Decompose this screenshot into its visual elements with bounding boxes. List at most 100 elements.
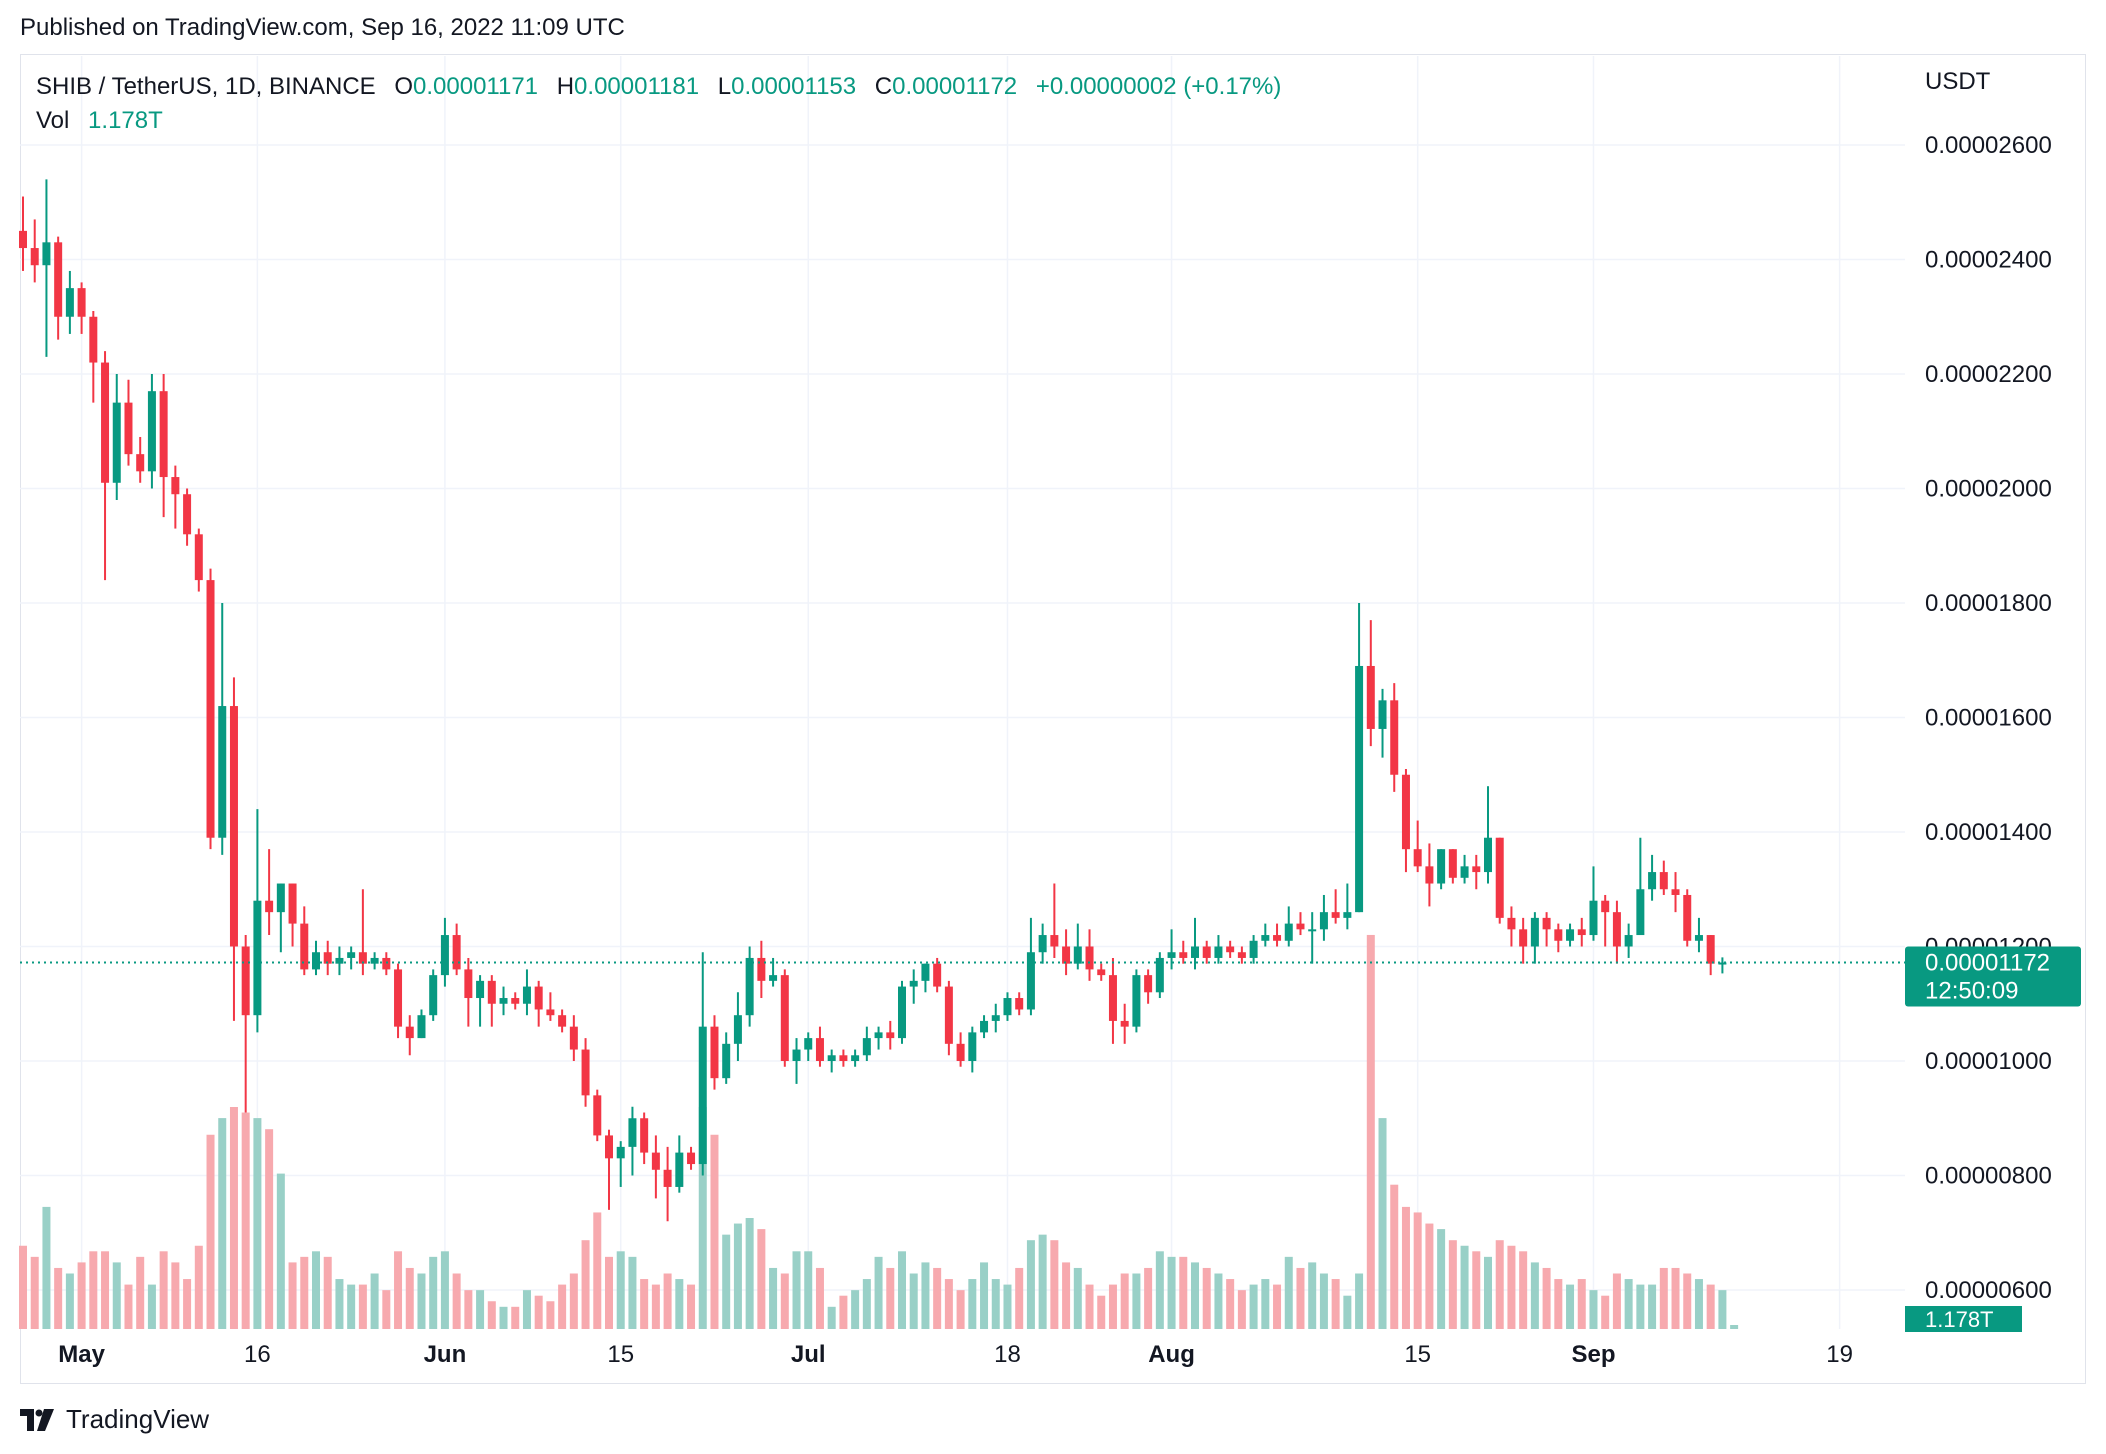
volume-bar xyxy=(218,1118,227,1329)
volume-bar xyxy=(1577,1279,1586,1329)
volume-bar xyxy=(1331,1279,1340,1329)
candle-body xyxy=(1355,665,1364,913)
price-tick-label: 0.00002000 xyxy=(1925,476,2052,503)
candle-body xyxy=(1530,917,1539,947)
symbol-label[interactable]: SHIB / TetherUS, 1D, BINANCE xyxy=(36,73,376,100)
candle-body xyxy=(1050,935,1059,947)
volume-bar xyxy=(1542,1267,1551,1329)
candle-body xyxy=(112,402,121,483)
volume-bar xyxy=(1132,1273,1141,1329)
volume-bar xyxy=(1296,1267,1305,1329)
volume-bar xyxy=(499,1306,508,1329)
volume-bar xyxy=(288,1262,297,1329)
chart-frame[interactable] xyxy=(20,54,2086,1384)
volume-bar xyxy=(1554,1279,1563,1329)
volume-bar xyxy=(1730,1325,1739,1329)
candle-body xyxy=(862,1038,871,1056)
candle-body xyxy=(933,963,942,987)
volume-bar xyxy=(300,1256,309,1329)
tradingview-logo-icon[interactable] xyxy=(20,1408,56,1431)
candle-body xyxy=(1437,849,1446,884)
candle-body xyxy=(487,980,496,1004)
volume-bar xyxy=(1718,1290,1727,1329)
candle-body xyxy=(511,998,520,1004)
volume-bar xyxy=(874,1256,883,1329)
volume-bar xyxy=(757,1229,766,1329)
volume-bar xyxy=(1284,1256,1293,1329)
volume-bar xyxy=(312,1251,320,1329)
volume-bar xyxy=(1519,1251,1528,1329)
candle-body xyxy=(206,580,215,838)
volume-bar xyxy=(886,1267,895,1329)
volume-bar xyxy=(1273,1284,1282,1329)
volume-bar xyxy=(1155,1251,1164,1329)
candle-body xyxy=(1601,900,1610,913)
candle-body xyxy=(569,1026,578,1050)
volume-bar xyxy=(323,1256,332,1329)
candle-body xyxy=(1062,946,1071,964)
candle-body xyxy=(1577,929,1586,936)
volume-bar xyxy=(147,1284,156,1329)
volume-bar xyxy=(839,1295,848,1329)
candle-body xyxy=(335,957,344,964)
candle-body xyxy=(616,1146,625,1159)
price-tick-label: 0.00000600 xyxy=(1925,1277,2052,1304)
price-tick-label: 0.00002400 xyxy=(1925,247,2052,274)
candle-body xyxy=(1519,929,1528,947)
candle-body xyxy=(1671,889,1680,895)
candle-body xyxy=(394,969,403,1027)
candle-body xyxy=(687,1152,696,1165)
volume-bar xyxy=(358,1284,367,1329)
volume-bar xyxy=(206,1134,215,1329)
volume-bar xyxy=(54,1267,63,1329)
volume-bar xyxy=(171,1262,180,1329)
candle-body xyxy=(42,242,51,266)
volume-bar xyxy=(183,1279,192,1329)
candle-body xyxy=(792,1049,801,1061)
candle-body xyxy=(991,1015,1000,1021)
volume-bar xyxy=(1612,1273,1621,1329)
footer-brand[interactable]: TradingView xyxy=(66,1404,210,1434)
candle-body xyxy=(886,1032,895,1039)
volume-bar xyxy=(769,1267,778,1329)
open-value: 0.00001171 xyxy=(413,73,539,100)
candle-body xyxy=(54,242,63,317)
volume-bar xyxy=(19,1245,27,1329)
volume-bar xyxy=(101,1251,110,1329)
volume-bar xyxy=(593,1212,602,1329)
volume-bar xyxy=(1484,1256,1492,1329)
volume-bar xyxy=(276,1173,285,1329)
time-axis: May 16 Jun 15 Jul 18 Aug 15 Sep 19 xyxy=(58,1341,1853,1368)
candle-body xyxy=(1237,952,1246,958)
volume-bar xyxy=(405,1267,414,1329)
time-tick-label: 19 xyxy=(1826,1341,1853,1368)
volume-bar xyxy=(265,1129,274,1329)
candle-body xyxy=(1085,946,1094,970)
candle-body xyxy=(358,952,367,964)
candle-body xyxy=(956,1043,965,1061)
high-value: 0.00001181 xyxy=(574,73,700,100)
volume-bar xyxy=(1191,1262,1199,1329)
time-tick-label: May xyxy=(58,1341,105,1368)
candle-body xyxy=(1507,917,1516,930)
price-axis: USDT 0.00002600 0.00002400 0.00002200 0.000… xyxy=(1925,68,2052,1304)
volume-bar xyxy=(1378,1118,1387,1329)
volume-bar xyxy=(487,1301,496,1329)
volume-bar xyxy=(722,1234,731,1329)
candle-body xyxy=(218,706,227,838)
volume-bar xyxy=(429,1256,438,1329)
volume-bar xyxy=(675,1279,684,1329)
volume-bar xyxy=(1319,1273,1328,1329)
candle-body xyxy=(1566,929,1575,941)
candle-body xyxy=(1003,998,1012,1016)
volume-bar xyxy=(1062,1262,1071,1329)
candle-body xyxy=(1155,957,1164,993)
volume-bar xyxy=(558,1284,567,1329)
candle-body xyxy=(77,288,86,317)
time-tick-label: 16 xyxy=(244,1341,271,1368)
volume-bar xyxy=(452,1273,461,1329)
candle-body xyxy=(382,957,391,970)
volume-bar xyxy=(1425,1223,1434,1329)
candle-body xyxy=(300,923,309,970)
